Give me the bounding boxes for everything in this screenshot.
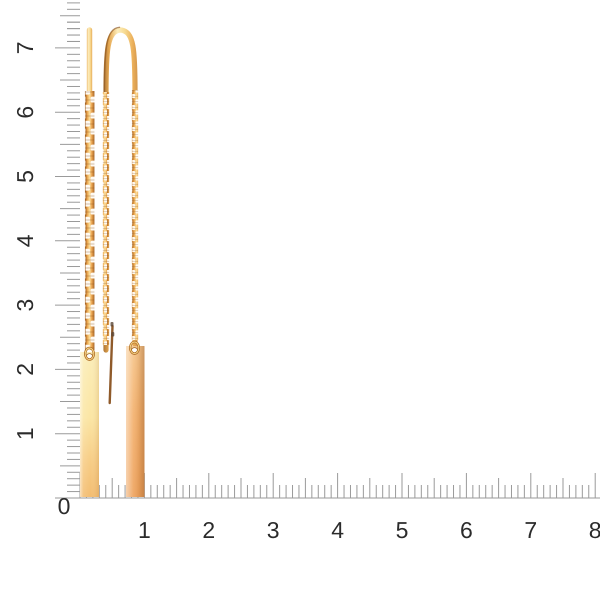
svg-text:7: 7 bbox=[524, 517, 537, 543]
svg-text:5: 5 bbox=[396, 517, 409, 543]
svg-text:2: 2 bbox=[202, 517, 215, 543]
svg-text:6: 6 bbox=[12, 106, 38, 119]
svg-text:7: 7 bbox=[12, 42, 38, 55]
svg-text:1: 1 bbox=[12, 427, 38, 440]
svg-text:5: 5 bbox=[12, 170, 38, 183]
svg-text:6: 6 bbox=[460, 517, 473, 543]
svg-text:1: 1 bbox=[138, 517, 151, 543]
svg-text:0: 0 bbox=[58, 493, 71, 519]
svg-text:4: 4 bbox=[12, 234, 38, 247]
svg-text:3: 3 bbox=[12, 299, 38, 312]
svg-text:2: 2 bbox=[12, 363, 38, 376]
svg-text:8: 8 bbox=[589, 517, 600, 543]
svg-text:3: 3 bbox=[267, 517, 280, 543]
svg-text:4: 4 bbox=[331, 517, 344, 543]
